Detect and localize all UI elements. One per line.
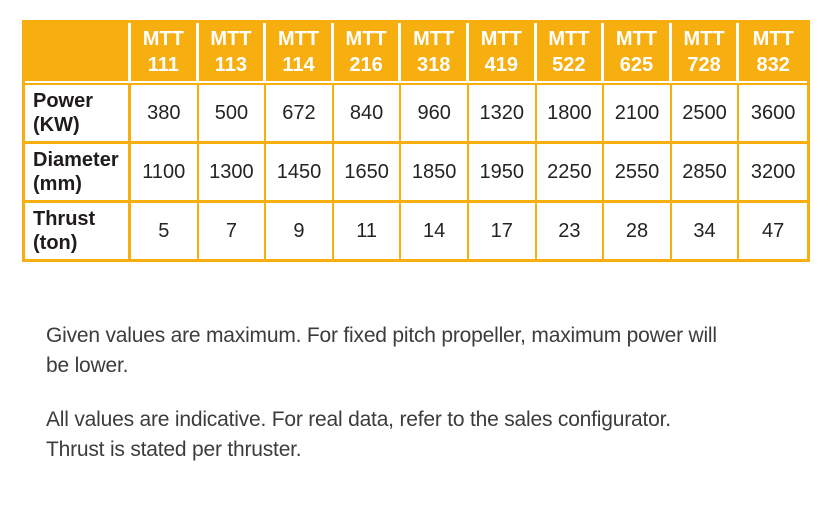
power-value: 1800 xyxy=(536,83,605,144)
thrust-value: 34 xyxy=(671,203,740,259)
diameter-value: 1100 xyxy=(131,144,199,203)
table-row-power: Power (KW) 380 500 672 840 960 1320 1800 … xyxy=(25,83,807,144)
table-row-thrust: Thrust (ton) 5 7 9 11 14 17 23 28 34 47 xyxy=(25,203,807,259)
note-line: All values are indicative. For real data… xyxy=(46,408,671,431)
diameter-value: 1950 xyxy=(468,144,537,203)
thruster-spec-table: MTT 111 MTT 113 MTT 114 MTT 216 MTT 318 MTT 41… xyxy=(22,20,810,262)
column-header-mtt-216: MTT 216 xyxy=(333,23,402,83)
power-value: 3600 xyxy=(739,83,807,144)
row-header-diameter: Diameter (mm) xyxy=(25,144,131,203)
column-header-mtt-114: MTT 114 xyxy=(266,23,334,83)
thrust-value: 9 xyxy=(266,203,334,259)
table-row-diameter: Diameter (mm) 1100 1300 1450 1650 1850 19… xyxy=(25,144,807,203)
column-header-mtt-113: MTT 113 xyxy=(198,23,267,83)
diameter-value: 1650 xyxy=(333,144,402,203)
diameter-value: 2250 xyxy=(536,144,605,203)
note-line: Given values are maximum. For fixed pitc… xyxy=(46,324,717,347)
thrust-value: 23 xyxy=(536,203,605,259)
column-header-mtt-832: MTT 832 xyxy=(739,23,807,83)
power-value: 1320 xyxy=(468,83,537,144)
column-header-mtt-728: MTT 728 xyxy=(671,23,740,83)
thrust-value: 7 xyxy=(198,203,267,259)
column-header-mtt-522: MTT 522 xyxy=(536,23,605,83)
diameter-value: 2850 xyxy=(671,144,740,203)
note-line: Thrust is stated per thruster. xyxy=(46,438,302,461)
row-header-power: Power (KW) xyxy=(25,83,131,144)
thrust-value: 47 xyxy=(739,203,807,259)
corner-cell xyxy=(25,23,131,83)
power-value: 2500 xyxy=(671,83,740,144)
power-value: 840 xyxy=(333,83,402,144)
power-value: 380 xyxy=(131,83,199,144)
note-line: be lower. xyxy=(46,354,129,377)
thrust-value: 5 xyxy=(131,203,199,259)
thrust-value: 28 xyxy=(604,203,672,259)
thrust-value: 17 xyxy=(468,203,537,259)
power-value: 672 xyxy=(266,83,334,144)
column-header-mtt-419: MTT 419 xyxy=(468,23,537,83)
power-value: 960 xyxy=(401,83,469,144)
power-value: 500 xyxy=(198,83,267,144)
column-header-mtt-625: MTT 625 xyxy=(604,23,672,83)
row-header-thrust: Thrust (ton) xyxy=(25,203,131,259)
column-header-mtt-318: MTT 318 xyxy=(401,23,469,83)
column-header-mtt-111: MTT 111 xyxy=(131,23,199,83)
diameter-value: 2550 xyxy=(604,144,672,203)
thrust-value: 11 xyxy=(333,203,402,259)
diameter-value: 1450 xyxy=(266,144,334,203)
power-value: 2100 xyxy=(604,83,672,144)
diameter-value: 1850 xyxy=(401,144,469,203)
table-header-row: MTT 111 MTT 113 MTT 114 MTT 216 MTT 318 MTT 41… xyxy=(25,23,807,83)
note-indicative-values: All values are indicative. For real data… xyxy=(46,405,671,465)
diameter-value: 1300 xyxy=(198,144,267,203)
note-max-values: Given values are maximum. For fixed pitc… xyxy=(46,321,717,381)
diameter-value: 3200 xyxy=(739,144,807,203)
thrust-value: 14 xyxy=(401,203,469,259)
